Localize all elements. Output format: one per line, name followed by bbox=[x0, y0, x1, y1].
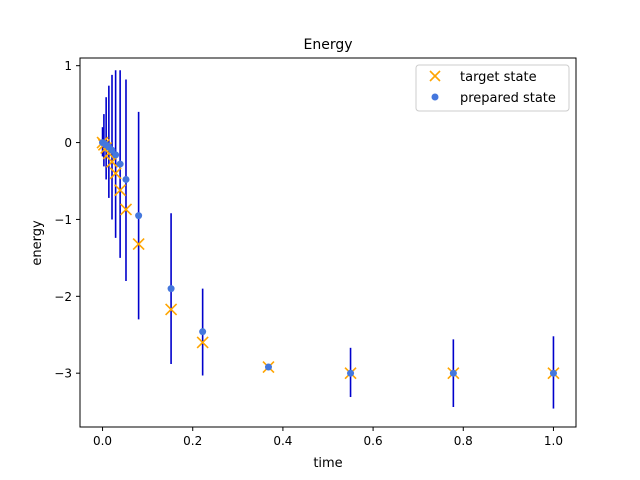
target-state-point bbox=[119, 203, 133, 216]
x-tick-label: 1.0 bbox=[544, 434, 563, 448]
x-tick-label: 0.2 bbox=[183, 434, 202, 448]
y-tick-label: −2 bbox=[54, 290, 72, 304]
legend-prepared-label: prepared state bbox=[460, 91, 556, 106]
x-tick-label: 0.8 bbox=[454, 434, 473, 448]
target-state-point bbox=[132, 237, 145, 251]
x-tick-label: 0.6 bbox=[364, 434, 383, 448]
target-state-point bbox=[196, 336, 209, 349]
prepared-state-point bbox=[347, 369, 355, 377]
y-axis-ticks: 1 0 −1 −2 −3 bbox=[54, 59, 80, 381]
prepared-state-point bbox=[112, 151, 120, 159]
prepared-state-point bbox=[116, 160, 124, 168]
x-tick-label: 0.4 bbox=[273, 434, 292, 448]
y-tick-label: 0 bbox=[64, 136, 72, 150]
y-tick-label: 1 bbox=[64, 59, 72, 73]
legend-target-marker bbox=[429, 70, 441, 82]
target-state-point bbox=[114, 184, 127, 197]
prepared-state-point bbox=[199, 328, 207, 336]
x-axis-label: time bbox=[313, 456, 342, 471]
plot-frame bbox=[79, 57, 577, 428]
y-tick-label: −3 bbox=[54, 367, 72, 381]
legend-prepared-marker bbox=[431, 93, 439, 101]
target-state-point bbox=[165, 303, 178, 316]
x-axis-ticks: 0.0 0.2 0.4 0.6 0.8 1.0 bbox=[93, 427, 563, 448]
y-axis-label: energy bbox=[30, 220, 45, 266]
prepared-state-point bbox=[264, 363, 272, 371]
legend: target state prepared state bbox=[415, 64, 570, 112]
prepared-state-point bbox=[167, 285, 175, 293]
prepared-state-point bbox=[122, 175, 130, 183]
target-state-point bbox=[109, 167, 122, 180]
y-tick-label: −1 bbox=[54, 213, 72, 227]
prepared-state-series bbox=[99, 139, 557, 377]
prepared-state-point bbox=[135, 212, 143, 220]
legend-box bbox=[415, 64, 570, 112]
chart-title: Energy bbox=[303, 37, 352, 53]
prepared-state-point bbox=[449, 369, 457, 377]
legend-target-label: target state bbox=[460, 70, 537, 85]
prepared-state-point bbox=[549, 369, 557, 377]
x-tick-label: 0.0 bbox=[93, 434, 112, 448]
